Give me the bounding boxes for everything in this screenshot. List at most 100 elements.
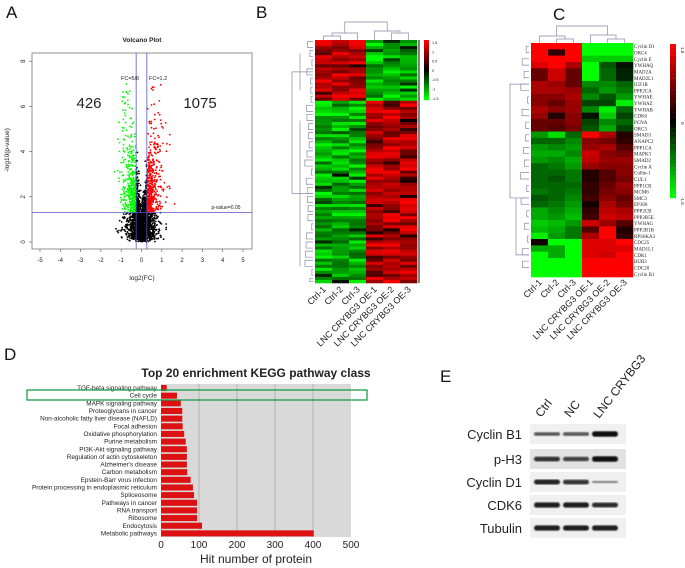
colorbar-segment (424, 68, 429, 71)
heatmap-cell (599, 87, 617, 94)
heatmap-cell (366, 249, 384, 253)
volcano-point (158, 148, 161, 151)
colorbar-segment (670, 67, 676, 72)
heatmap-cell (366, 61, 384, 65)
volcano-point (124, 109, 127, 112)
heatmap-cell (531, 144, 549, 151)
volcano-point (152, 234, 155, 237)
heatmap-cell (548, 213, 566, 221)
volcano-point (148, 146, 151, 149)
volcano-point (155, 159, 158, 162)
volcano-point (153, 238, 156, 241)
dendrogram-branch (305, 250, 313, 258)
volcano-point (152, 195, 155, 198)
volcano-point (119, 201, 122, 204)
volcano-point (142, 207, 144, 209)
heatmap-cell (315, 191, 333, 196)
bar (161, 530, 314, 537)
heatmap-cell (548, 156, 566, 164)
colorbar-tick-label: -0.5 (432, 78, 439, 82)
category-label: Cell cycle (130, 393, 158, 400)
heatmap-cell (400, 204, 418, 208)
heatmap-cell (332, 249, 350, 253)
volcano-point (150, 177, 153, 180)
colorbar-tick-label: 0 (432, 69, 434, 73)
heatmap-cell (383, 231, 401, 235)
heatmap-cell (565, 68, 583, 75)
heatmap-cell (582, 137, 600, 145)
gene-label: MAD2A (634, 70, 652, 75)
volcano-point (148, 122, 151, 125)
gene-label: CUL1 (634, 178, 647, 183)
volcano-point (123, 96, 126, 99)
heatmap-cell (383, 225, 401, 229)
volcano-point (131, 220, 134, 222)
heatmap-cell (400, 55, 418, 59)
heatmap-cell (616, 213, 634, 221)
y-tick-label: 8 (21, 59, 27, 63)
volcano-point (128, 187, 131, 190)
heatmap-cell (366, 231, 384, 235)
protein-band (563, 525, 589, 531)
volcano-point (136, 186, 139, 189)
heatmap-cell (400, 76, 418, 80)
heatmap-cell (349, 219, 367, 223)
volcano-point (121, 129, 124, 132)
x-tick-label: 500 (343, 540, 360, 551)
heatmap-cell (332, 234, 350, 238)
heatmap-cell (349, 228, 367, 232)
volcano-point (157, 160, 160, 163)
volcano-point (120, 221, 123, 223)
heatmap-cell (616, 131, 634, 139)
heatmap-cell (332, 173, 350, 177)
protein-band (534, 525, 560, 531)
volcano-point (144, 199, 147, 202)
volcano-point (149, 149, 152, 152)
volcano-point (148, 182, 151, 185)
heatmap-cell (582, 232, 600, 240)
heatmap-cell (582, 213, 600, 221)
volcano-point (126, 238, 129, 241)
heatmap-cell (349, 85, 367, 89)
heatmap-cell (366, 152, 384, 156)
category-label: Carbon metabolism (102, 469, 157, 476)
heatmap-cell (548, 68, 566, 75)
volcano-point (125, 232, 127, 235)
heatmap-cell (366, 100, 384, 105)
volcano-point (150, 161, 153, 164)
heatmap-cell (548, 251, 566, 259)
heatmap-cell (582, 163, 600, 170)
colorbar-tick-label: -1.5 (680, 197, 685, 205)
volcano-point (162, 127, 165, 129)
volcano-point (157, 237, 159, 240)
gene-label: YWHAZ (634, 102, 653, 107)
gene-label: MAD1L1 (634, 248, 654, 253)
dendrogram-branch (304, 259, 313, 267)
heatmap-cell (565, 201, 583, 208)
heatmap-cell (400, 82, 418, 86)
volcano-point (154, 174, 157, 177)
volcano-point (143, 220, 146, 223)
x-tick-label: -1 (119, 258, 125, 264)
column-label: Ctrl-1 (305, 284, 328, 307)
volcano-point (160, 164, 163, 167)
heatmap-cell (616, 55, 634, 63)
heatmap-cell (315, 152, 333, 156)
bar (161, 476, 191, 483)
heatmap-cell (400, 210, 418, 214)
heatmap-cell (349, 43, 367, 47)
volcano-point (147, 188, 150, 190)
volcano-point (154, 152, 157, 155)
heatmap-cell (332, 109, 350, 114)
heatmap-cell (366, 91, 384, 95)
volcano-point (132, 149, 135, 151)
volcano-point (133, 231, 136, 233)
heatmap-cell (366, 228, 384, 232)
heatmap-cell (400, 176, 418, 181)
gene-label: MAD2L1 (634, 77, 654, 82)
heatmap-cell (565, 156, 583, 164)
category-label: PI3K-Akt signaling pathway (79, 446, 158, 453)
heatmap-cell (383, 179, 401, 184)
gene-label: PCNA (634, 121, 648, 126)
heatmap-cell (332, 179, 350, 184)
